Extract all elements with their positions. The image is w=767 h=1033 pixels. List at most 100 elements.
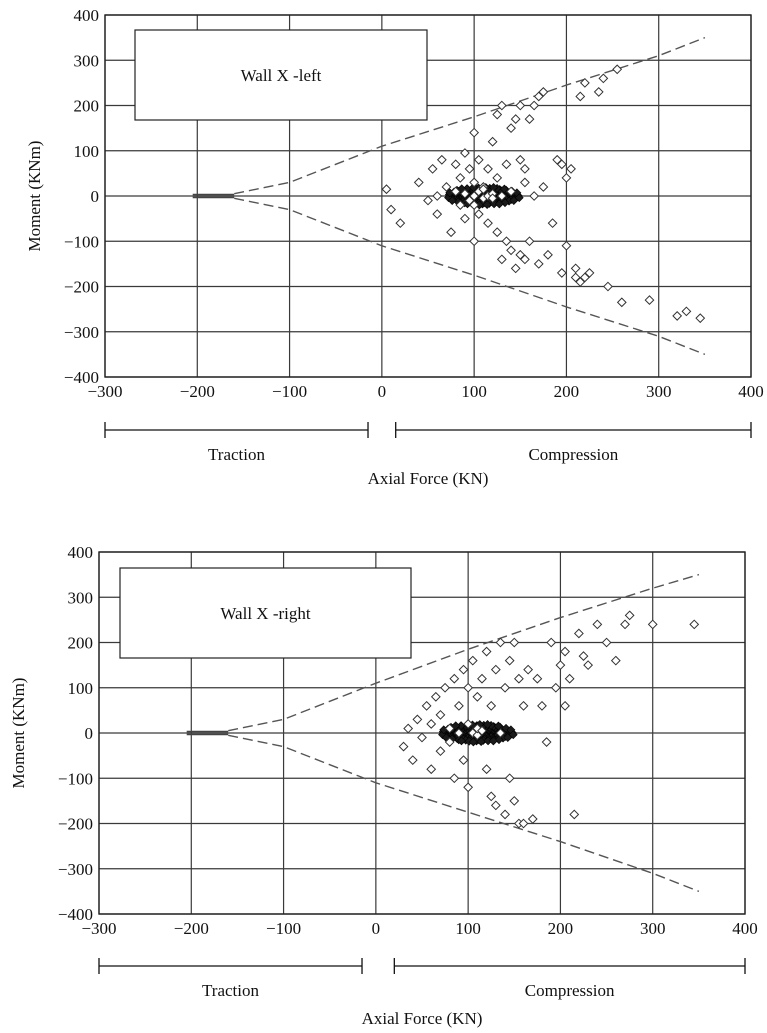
scatter-point (483, 163, 493, 174)
scatter-point (519, 163, 530, 174)
scatter-point (695, 313, 706, 324)
scatter-point (561, 240, 572, 251)
scatter-point (492, 172, 503, 183)
scatter-point (523, 664, 534, 675)
scatter-point (455, 200, 466, 210)
legend-box: Wall X -left (134, 29, 428, 121)
scatter-point (504, 773, 515, 784)
y-tick-label: 200 (68, 634, 94, 653)
scatter-point (440, 682, 450, 693)
scatter-point (647, 619, 658, 630)
scatter-point (455, 172, 466, 183)
scatter-point (495, 728, 506, 738)
y-axis-title: Moment (KNm) (9, 678, 28, 789)
scatter-point (515, 249, 526, 260)
scatter-point (450, 186, 461, 197)
scatter-point (483, 218, 493, 229)
legend-label: Wall X -right (220, 604, 310, 623)
region-label: Traction (202, 981, 259, 1000)
scatter-point (593, 87, 604, 97)
x-axis-title: Axial Force (KN) (362, 1009, 483, 1028)
scatter-point (449, 773, 460, 784)
scatter-point (477, 725, 487, 736)
x-tick-label: 200 (548, 919, 574, 938)
scatter-point (509, 795, 520, 806)
scatter-point (450, 159, 461, 170)
dense-point (457, 736, 466, 746)
scatter-point (546, 637, 557, 648)
region-label: Compression (525, 981, 615, 1000)
scatter-point (436, 154, 447, 165)
scatter-point (624, 610, 635, 621)
scatter-point (584, 268, 595, 278)
y-tick-label: 300 (68, 588, 94, 607)
scatter-point (460, 148, 470, 158)
scatter-point (386, 204, 396, 215)
scatter-point (519, 177, 530, 188)
scatter-point (496, 191, 507, 201)
y-tick-label: −400 (64, 368, 99, 387)
scatter-point (500, 809, 510, 820)
y-tick-label: −400 (58, 905, 93, 924)
scatter-point (510, 114, 521, 124)
scatter-point (454, 700, 464, 711)
scatter-point (573, 628, 584, 639)
scatter-point (515, 100, 526, 111)
scatter-point (423, 195, 433, 206)
scatter-point (579, 272, 590, 283)
scatter-point (403, 723, 414, 734)
y-tick-label: 100 (68, 679, 94, 698)
x-tick-label: −300 (81, 919, 116, 938)
scatter-point (473, 209, 484, 220)
legend-frame (119, 567, 412, 659)
x-tick-label: 0 (372, 919, 381, 938)
scatter-point (518, 700, 529, 711)
dense-point (508, 730, 518, 740)
dense-point (493, 721, 503, 731)
dense-point (468, 737, 478, 747)
y-tick-label: 0 (91, 187, 100, 206)
region-bracket-traction: Traction (104, 422, 369, 464)
scatter-point (561, 172, 572, 183)
scatter-point (538, 87, 549, 97)
scatter-point (487, 136, 498, 147)
scatter-point (541, 737, 552, 747)
scatter-point (407, 755, 418, 766)
legend-box: Wall X -right (119, 567, 412, 659)
plot-frame (98, 551, 746, 915)
scatter-point (532, 673, 543, 684)
scatter-point (533, 258, 544, 269)
scatter-point (486, 700, 497, 711)
scatter-point (537, 700, 547, 711)
scatter-point (569, 809, 580, 820)
scatter-point (529, 100, 540, 111)
legend-label: Wall X -left (241, 66, 322, 85)
scatter-point (427, 163, 438, 174)
scatter-point (426, 719, 437, 729)
scatter-point (506, 186, 516, 197)
scatter-point (579, 77, 590, 88)
legend-frame (134, 29, 428, 121)
scatter-point (469, 127, 480, 138)
scatter-point (490, 800, 501, 811)
scatter-point (620, 619, 630, 630)
chart-wall-x-left-svg: −300 −200 −100 0 100 200 300 400−400−300−200−10… (25, 6, 764, 488)
y-tick-label: 0 (85, 724, 94, 743)
scatter-point (478, 184, 489, 195)
scatter-point (533, 91, 544, 102)
scatter-point (566, 163, 576, 174)
x-tick-label: 300 (640, 919, 666, 938)
scatter-point (426, 764, 437, 775)
scatter-point (570, 272, 581, 283)
dense-point (488, 736, 498, 746)
dense-point (514, 193, 524, 203)
scatter-point (598, 73, 609, 84)
scatter-point (446, 227, 456, 238)
scatter-point (578, 651, 589, 661)
scatter-point (612, 64, 623, 75)
scatter-point (441, 182, 452, 192)
scatter-point (469, 177, 480, 188)
scatter-point (432, 191, 443, 201)
x-axis-title: Axial Force (KN) (368, 469, 489, 488)
y-tick-label: −100 (64, 232, 99, 251)
